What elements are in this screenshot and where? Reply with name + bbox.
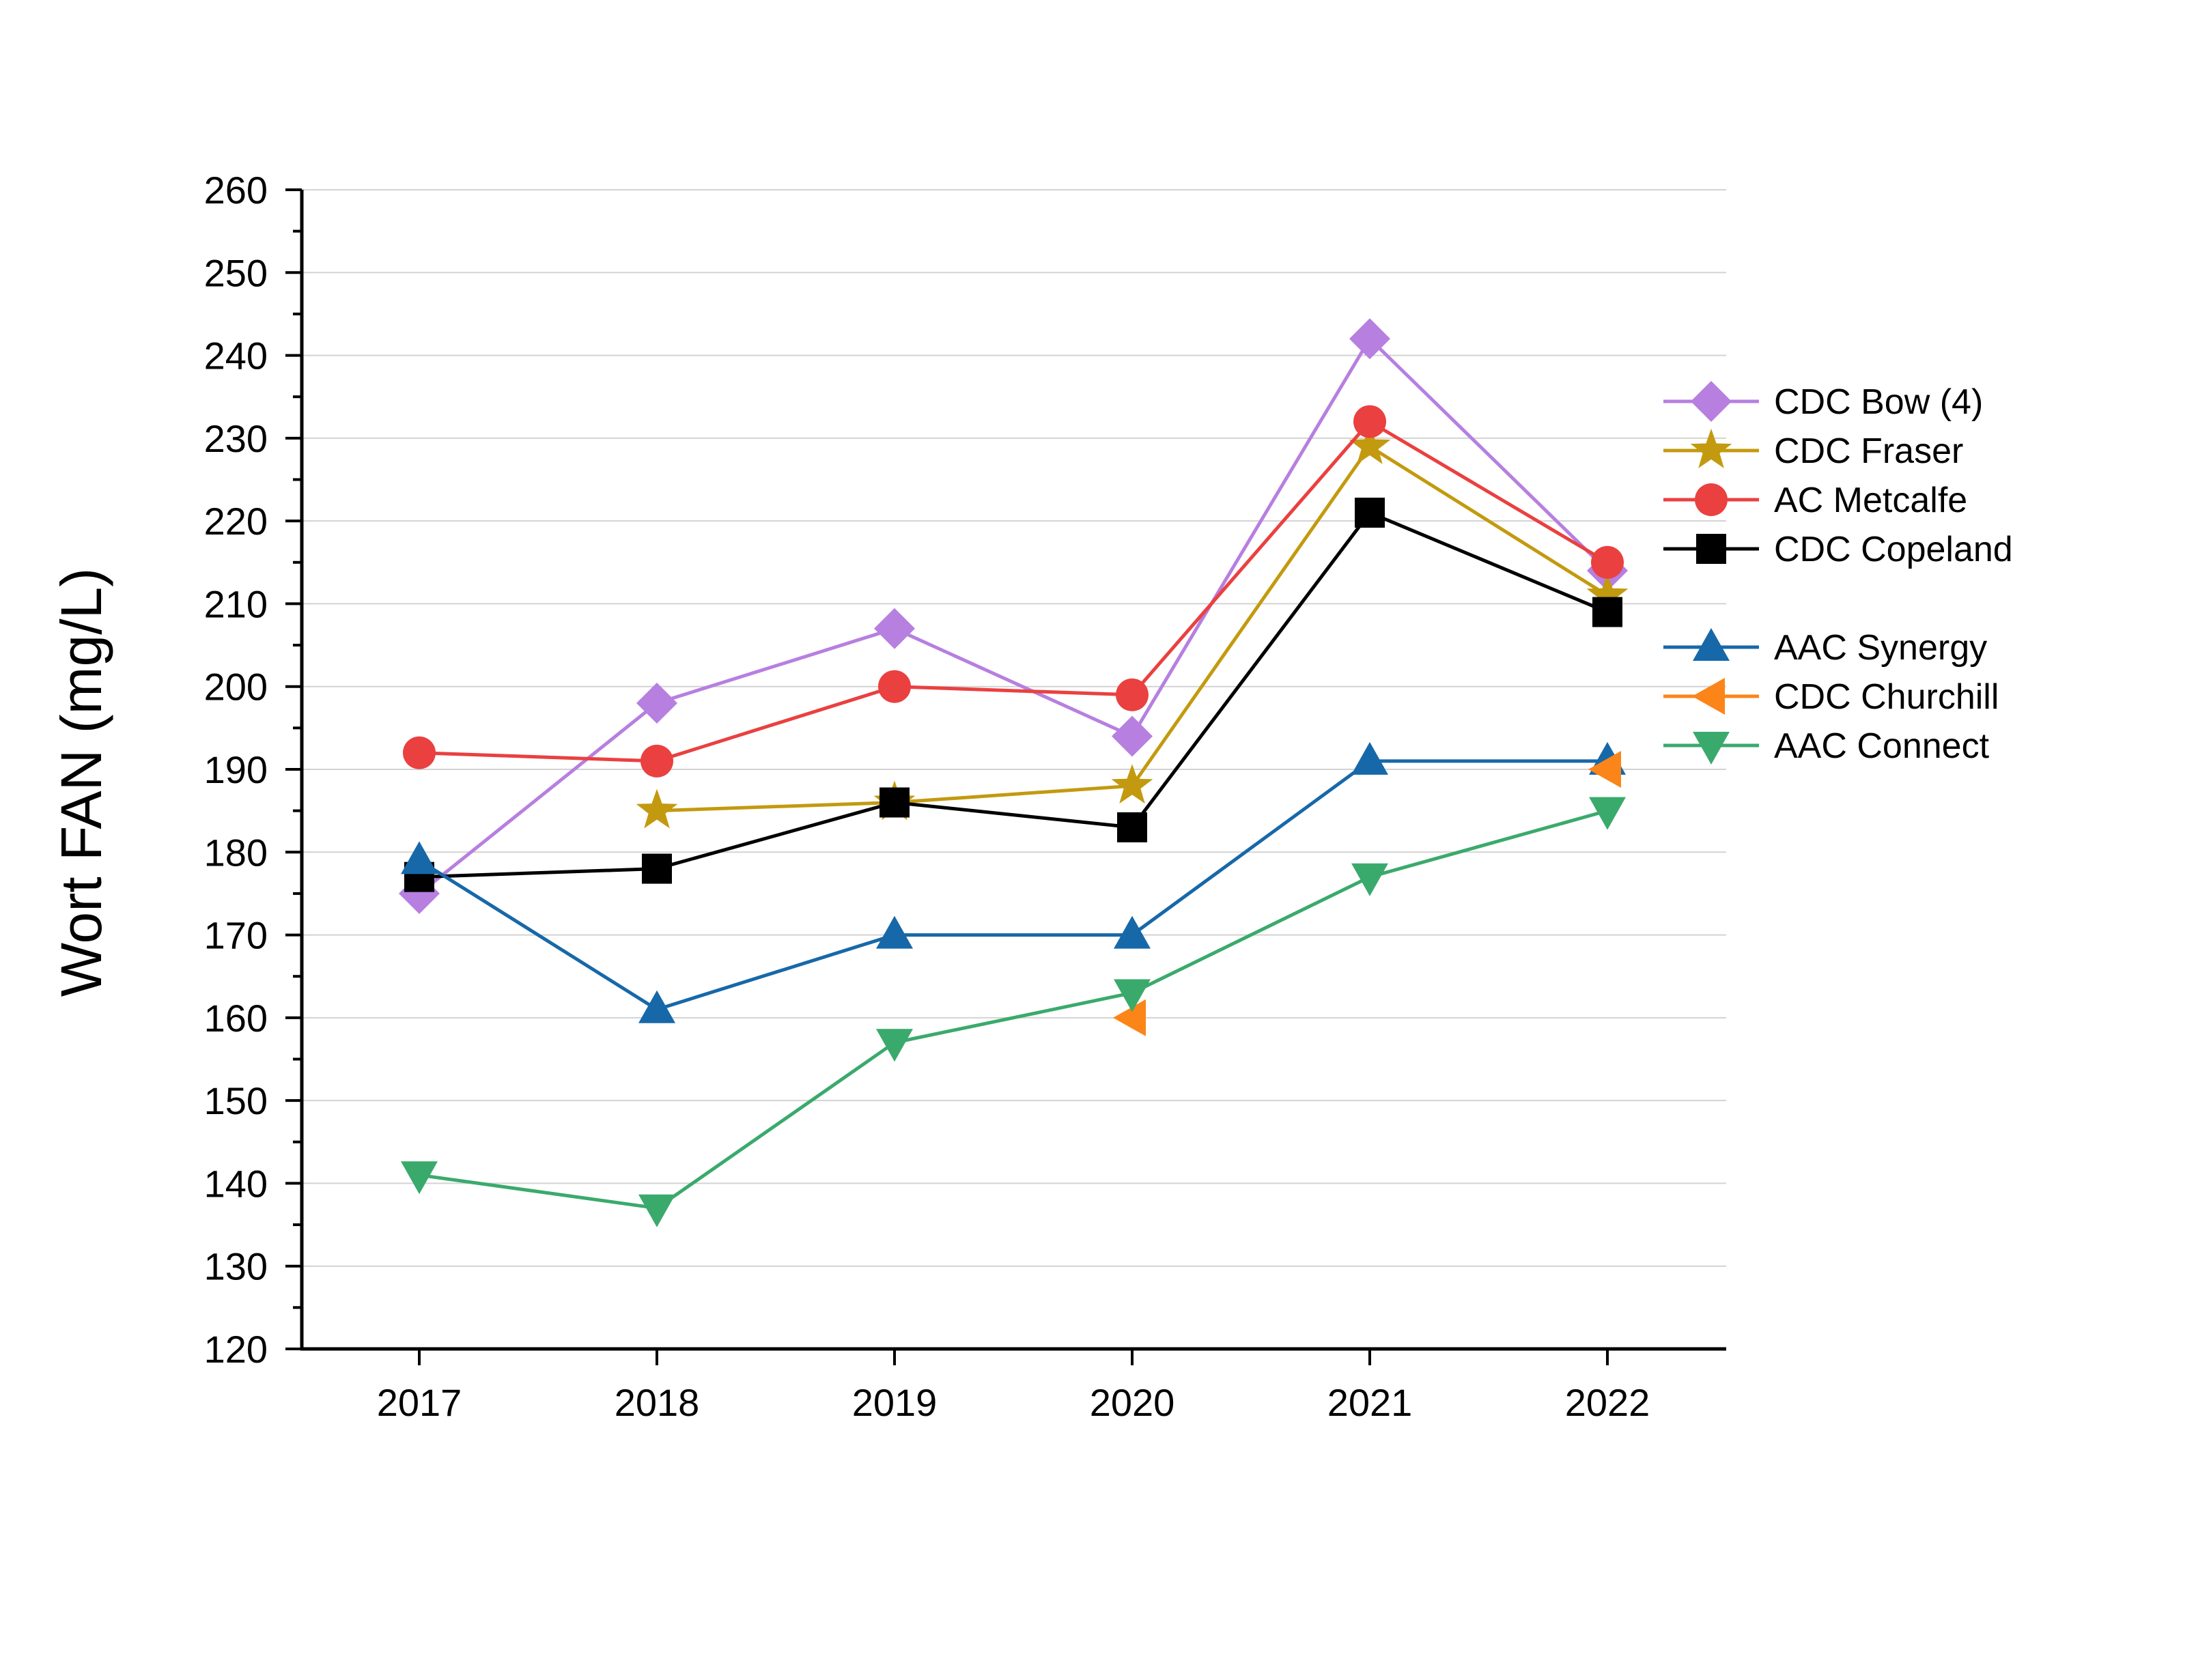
legend-marker-aac-synergy — [1693, 628, 1730, 661]
y-tick-label-180: 180 — [204, 831, 268, 874]
legend-label-aac-synergy: AAC Synergy — [1774, 628, 1987, 668]
data-point-cdc-churchill-2022 — [1588, 751, 1621, 788]
data-point-cdc-bow-4-2021 — [1349, 318, 1390, 360]
series-aac-connect — [401, 797, 1626, 1227]
x-tick-label-2018: 2018 — [615, 1381, 700, 1424]
series-line-aac-connect — [419, 809, 1608, 1210]
data-point-ac-metcalfe-2017 — [403, 736, 436, 769]
data-point-cdc-bow-4-2019 — [874, 608, 915, 649]
y-tick-label-240: 240 — [204, 334, 268, 378]
y-tick-label-130: 130 — [204, 1245, 268, 1288]
series-ac-metcalfe — [403, 405, 1624, 778]
data-point-aac-synergy-2017 — [401, 841, 438, 874]
data-point-aac-synergy-2020 — [1114, 915, 1151, 949]
legend-marker-ac-metcalfe — [1695, 483, 1728, 516]
data-point-aac-connect-2019 — [876, 1029, 913, 1062]
legend-item-cdc-churchill: CDC Churchill — [1663, 677, 1999, 717]
data-point-aac-synergy-2018 — [638, 990, 675, 1023]
legend-item-aac-connect: AAC Connect — [1663, 726, 1990, 766]
legend-marker-cdc-fraser — [1690, 429, 1732, 468]
data-point-cdc-copeland-2019 — [879, 787, 910, 818]
legend-label-cdc-fraser: CDC Fraser — [1774, 431, 1963, 471]
x-tick-label-2017: 2017 — [377, 1381, 462, 1424]
data-point-aac-connect-2020 — [1114, 979, 1151, 1012]
data-point-aac-connect-2018 — [638, 1194, 675, 1227]
data-point-cdc-copeland-2022 — [1592, 597, 1622, 627]
series-line-cdc-bow-4 — [418, 337, 1609, 895]
data-point-ac-metcalfe-2019 — [878, 670, 911, 703]
data-point-cdc-copeland-2021 — [1355, 498, 1385, 528]
data-point-ac-metcalfe-2021 — [1353, 405, 1386, 438]
data-point-cdc-fraser-2018 — [636, 788, 678, 829]
data-point-aac-connect-2021 — [1351, 863, 1388, 896]
legend-item-cdc-copeland: CDC Copeland — [1663, 530, 2013, 569]
data-point-ac-metcalfe-2018 — [640, 744, 673, 778]
series-cdc-churchill — [1113, 751, 1621, 1036]
legend-item-aac-synergy: AAC Synergy — [1663, 628, 1987, 668]
legend-marker-cdc-bow-4 — [1691, 381, 1732, 422]
ticks: 120 130 140 150 160 170 180 190 200 210 220 230 240 2… — [204, 169, 1650, 1424]
data-point-cdc-churchill-2020 — [1113, 999, 1146, 1036]
data-point-ac-metcalfe-2022 — [1591, 545, 1624, 579]
y-axis-title: Wort FAN (mg/L) — [49, 568, 113, 997]
legend-item-cdc-bow-4: CDC Bow (4) — [1663, 381, 1983, 422]
series-line-aac-synergy — [418, 759, 1607, 1012]
y-tick-label-170: 170 — [204, 914, 268, 957]
y-tick-label-210: 210 — [204, 582, 268, 625]
legend-marker-cdc-churchill — [1692, 678, 1725, 715]
data-point-aac-connect-2017 — [401, 1161, 438, 1195]
legend-item-cdc-fraser: CDC Fraser — [1663, 429, 1963, 471]
y-tick-label-160: 160 — [204, 997, 268, 1040]
y-tick-label-200: 200 — [204, 666, 268, 709]
x-tick-label-2021: 2021 — [1327, 1381, 1413, 1424]
series-line-ac-metcalfe — [419, 420, 1609, 763]
data-point-aac-synergy-2021 — [1351, 741, 1388, 775]
data-point-cdc-copeland-2020 — [1117, 812, 1147, 842]
y-tick-label-120: 120 — [204, 1328, 268, 1371]
y-tick-label-140: 140 — [204, 1162, 268, 1205]
y-tick-label-190: 190 — [204, 748, 268, 791]
data-point-aac-connect-2022 — [1589, 797, 1626, 830]
legend-label-aac-connect: AAC Connect — [1774, 726, 1990, 766]
data-point-cdc-fraser-2022 — [1586, 573, 1629, 614]
data-point-cdc-fraser-2021 — [1349, 425, 1391, 464]
y-tick-label-220: 220 — [204, 500, 268, 543]
x-tick-label-2020: 2020 — [1090, 1381, 1175, 1424]
series-line-cdc-copeland — [419, 511, 1608, 879]
y-tick-label-150: 150 — [204, 1079, 268, 1122]
legend-label-ac-metcalfe: AC Metcalfe — [1774, 481, 1967, 520]
legend-label-cdc-copeland: CDC Copeland — [1774, 530, 2013, 569]
legend-marker-aac-connect — [1693, 732, 1730, 765]
data-point-cdc-fraser-2020 — [1111, 764, 1153, 804]
data-point-cdc-copeland-2018 — [642, 853, 672, 884]
legend-label-cdc-bow-4: CDC Bow (4) — [1774, 382, 1983, 422]
data-point-aac-synergy-2019 — [876, 915, 913, 949]
x-tick-label-2019: 2019 — [852, 1381, 938, 1424]
legend-item-ac-metcalfe: AC Metcalfe — [1663, 481, 1967, 520]
data-point-cdc-bow-4-2018 — [636, 683, 677, 724]
legend-marker-cdc-copeland — [1696, 534, 1726, 564]
y-tick-label-250: 250 — [204, 251, 268, 294]
series — [399, 318, 1629, 1227]
data-point-ac-metcalfe-2020 — [1116, 678, 1149, 711]
legend-label-cdc-churchill: CDC Churchill — [1774, 677, 1999, 717]
legend: CDC Bow (4) CDC Fraser AC Metcalfe CDC Cope… — [1663, 381, 2013, 766]
y-tick-label-260: 260 — [204, 169, 268, 212]
y-tick-label-230: 230 — [204, 417, 268, 460]
x-tick-label-2022: 2022 — [1565, 1381, 1650, 1424]
data-point-cdc-bow-4-2020 — [1112, 715, 1153, 757]
